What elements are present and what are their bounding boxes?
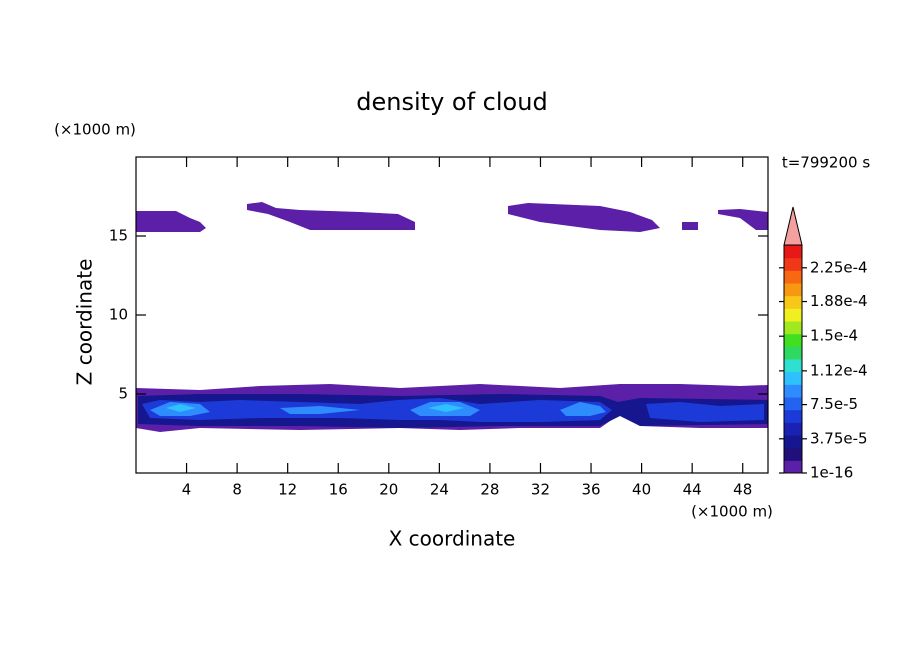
colorbar-label: 3.75e-5 xyxy=(810,429,868,447)
colorbar-swatch xyxy=(784,257,802,271)
x-tick-label: 28 xyxy=(480,481,499,499)
x-tick-label: 4 xyxy=(182,481,192,499)
colorbar-label: 1.5e-4 xyxy=(810,327,858,345)
colorbar-swatch xyxy=(784,333,802,347)
colorbar-swatch xyxy=(784,409,802,423)
cloud-region xyxy=(560,402,606,416)
colorbar-swatch xyxy=(784,422,802,436)
colorbar-swatch xyxy=(784,295,802,309)
x-tick-label: 44 xyxy=(683,481,702,499)
colorbar-label: 1.12e-4 xyxy=(810,361,868,379)
cloud-region xyxy=(682,222,698,230)
y-tick-label: 5 xyxy=(118,385,128,403)
time-label: t=799200 s xyxy=(782,154,870,172)
y-tick-label: 15 xyxy=(109,227,128,245)
chart-title: density of cloud xyxy=(356,88,547,116)
cloud-region xyxy=(136,211,206,232)
x-tick-label: 36 xyxy=(581,481,600,499)
x-tick-label: 20 xyxy=(379,481,398,499)
cloud-region xyxy=(428,404,464,412)
y-unit: (×1000 m) xyxy=(54,121,136,139)
plot-frame xyxy=(135,156,769,474)
cloud-region xyxy=(508,203,660,232)
colorbar-swatch xyxy=(784,460,802,474)
colorbar-label: 2.25e-4 xyxy=(810,258,868,276)
cloud-region xyxy=(166,404,196,412)
colorbar-swatch xyxy=(784,321,802,335)
x-tick-label: 40 xyxy=(632,481,651,499)
x-tick-label: 48 xyxy=(733,481,752,499)
x-axis-label: X coordinate xyxy=(389,527,516,551)
colorbar-swatch xyxy=(784,245,802,259)
cloud-region xyxy=(718,209,768,230)
colorbar-swatch xyxy=(784,384,802,398)
x-tick-label: 16 xyxy=(329,481,348,499)
colorbar-label: 1.88e-4 xyxy=(810,292,868,310)
x-unit: (×1000 m) xyxy=(691,503,773,521)
cloud-region xyxy=(142,398,612,422)
colorbar-swatch xyxy=(784,359,802,373)
colorbar-swatch xyxy=(784,346,802,360)
colorbar-swatch xyxy=(784,397,802,411)
cloud-field xyxy=(136,202,768,432)
x-tick-label: 24 xyxy=(430,481,449,499)
colorbar-label: 7.5e-5 xyxy=(810,395,858,413)
x-tick-label: 12 xyxy=(278,481,297,499)
colorbar-frame xyxy=(783,244,803,474)
colorbar-swatch xyxy=(784,308,802,322)
y-tick-label: 10 xyxy=(109,306,128,324)
cloud-region xyxy=(247,202,415,230)
colorbar-label: 1e-16 xyxy=(810,464,853,482)
y-axis-label: Z coordinate xyxy=(73,259,97,386)
colorbar-swatch xyxy=(784,371,802,385)
colorbar-swatch xyxy=(784,270,802,284)
colorbar-swatch xyxy=(784,447,802,461)
x-tick-label: 32 xyxy=(531,481,550,499)
cloud-region xyxy=(646,402,764,422)
cloud-region xyxy=(280,406,360,414)
x-tick-label: 8 xyxy=(232,481,242,499)
colorbar-swatch xyxy=(784,435,802,449)
colorbar-swatch xyxy=(784,283,802,297)
